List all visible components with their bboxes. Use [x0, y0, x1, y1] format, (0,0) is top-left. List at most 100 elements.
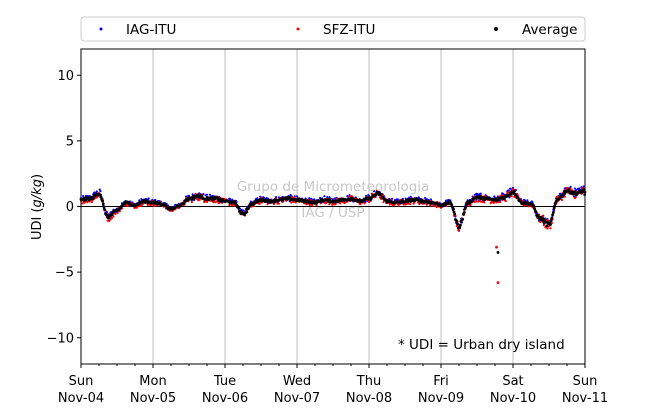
average-point: [549, 223, 552, 227]
average-point: [99, 193, 102, 197]
average-point: [462, 211, 466, 214]
average-point: [288, 196, 292, 199]
sfz-itu-point: [510, 195, 513, 198]
x-tick-label-day: Sat: [502, 374, 523, 389]
x-axis: Sun Nov-04 Mon Nov-05 Tue Nov-06 Wed Nov-07 Thu N…: [58, 364, 608, 406]
x-tick-label-date: Nov-09: [418, 391, 464, 406]
sfz-itu-point: [549, 227, 552, 230]
y-tick-label: −5: [55, 266, 74, 281]
average-point: [105, 213, 109, 217]
sfz-itu-point: [114, 212, 117, 216]
legend-marker-average: [494, 27, 498, 31]
average-point: [482, 195, 485, 199]
average-point: [182, 201, 186, 205]
average-point: [453, 212, 457, 216]
iag-itu-point: [569, 185, 572, 188]
sfz-itu-point: [343, 201, 346, 205]
legend-marker-sfz-itu: [296, 27, 300, 31]
sfz-itu-point: [539, 220, 542, 223]
average-point: [211, 198, 215, 202]
sfz-itu-point: [457, 229, 461, 232]
sfz-itu-point: [418, 203, 421, 206]
sfz-itu-point: [429, 204, 432, 207]
average-point: [238, 209, 242, 213]
sfz-itu-point: [426, 203, 429, 206]
legend-label-sfz-itu: SFZ-ITU: [323, 22, 375, 38]
sfz-itu-point: [504, 199, 507, 203]
outlier-point: [496, 251, 500, 254]
iag-itu-point: [228, 197, 232, 201]
average-point: [102, 205, 106, 209]
sfz-itu-point: [483, 201, 486, 204]
sfz-itu-point: [190, 200, 193, 204]
average-point: [471, 199, 475, 203]
x-tick-label-day: Fri: [433, 374, 449, 389]
iag-itu-point: [424, 197, 427, 200]
x-tick-label-day: Thu: [356, 374, 381, 389]
sfz-itu-point: [290, 195, 294, 199]
average-point: [553, 204, 557, 208]
y-tick-label: 10: [57, 69, 74, 84]
y-tick-label: 5: [66, 134, 74, 149]
legend-box: [80, 16, 586, 42]
sfz-itu-point: [86, 201, 89, 204]
iag-itu-point: [326, 195, 329, 199]
y-axis: −10 −5 0 5 10: [47, 69, 81, 346]
average-point: [551, 211, 555, 214]
average-point: [101, 199, 104, 203]
outlier-point: [495, 245, 498, 249]
average-point: [513, 189, 516, 193]
y-tick-label: −10: [47, 331, 74, 346]
x-tick-label-date: Nov-11: [562, 391, 608, 406]
iag-itu-point: [509, 187, 512, 190]
sfz-itu-point: [266, 203, 269, 206]
average-point: [552, 206, 556, 210]
average-point: [237, 206, 241, 210]
sfz-itu-point: [292, 200, 295, 204]
average-point: [458, 226, 462, 230]
average-point: [545, 224, 549, 228]
sfz-itu-point: [141, 203, 144, 206]
sfz-itu-point: [542, 224, 546, 227]
iag-itu-point: [82, 194, 85, 198]
average-point: [465, 202, 469, 206]
iag-itu-point: [396, 198, 399, 201]
y-axis-label: UDI (g/kg): [30, 174, 45, 240]
average-point: [190, 197, 194, 201]
watermark-line-2: IAG / USP: [301, 205, 364, 221]
iag-itu-point: [147, 197, 150, 200]
iag-itu-point: [95, 190, 98, 193]
sfz-itu-point: [405, 202, 408, 206]
sfz-itu-point: [382, 200, 385, 204]
sfz-itu-point: [116, 211, 119, 214]
y-axis-label-prefix: UDI (: [30, 207, 45, 240]
x-tick-label-day: Mon: [139, 374, 166, 389]
x-tick-label-date: Nov-10: [490, 391, 536, 406]
average-point: [91, 196, 95, 200]
sfz-itu-point: [363, 202, 366, 205]
watermark-line-1: Grupo de Micrometeorologia: [237, 179, 430, 195]
sfz-itu-point: [560, 198, 564, 202]
average-point: [99, 195, 103, 199]
sfz-itu-point: [546, 227, 549, 230]
iag-itu-point: [346, 195, 349, 198]
sfz-itu-point: [107, 219, 111, 223]
sfz-itu-point: [477, 200, 480, 203]
average-point: [103, 208, 107, 212]
sfz-itu-point: [435, 205, 438, 209]
sfz-itu-point: [574, 196, 577, 199]
y-axis-label-suffix: ): [30, 174, 45, 179]
sfz-itu-point: [569, 187, 572, 190]
iag-itu-point: [205, 193, 209, 196]
average-point: [516, 196, 520, 200]
average-point: [245, 210, 249, 214]
x-tick-label-day: Tue: [213, 374, 236, 389]
average-point: [534, 210, 538, 214]
iag-itu-point: [479, 192, 482, 195]
sfz-itu-point: [198, 198, 201, 201]
sfz-itu-point: [308, 204, 312, 207]
sfz-itu-point: [90, 200, 93, 204]
x-tick-label-date: Nov-08: [346, 391, 392, 406]
average-point: [549, 219, 553, 222]
